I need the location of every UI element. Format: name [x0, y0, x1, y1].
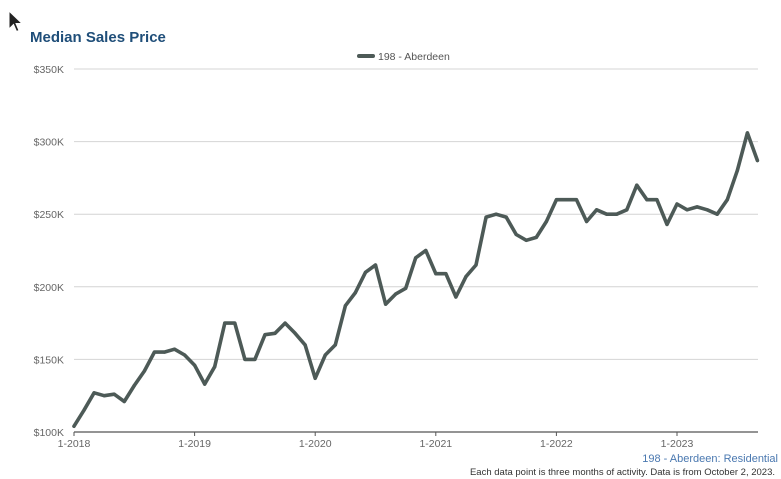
series-lines [72, 131, 760, 429]
data-point [363, 270, 368, 274]
data-point [193, 363, 197, 367]
data-point [434, 272, 438, 276]
legend[interactable]: 198 - Aberdeen [357, 51, 450, 63]
data-point [404, 286, 408, 290]
data-point [675, 202, 679, 206]
data-point [283, 321, 287, 325]
data-point [544, 219, 549, 224]
data-point [595, 208, 599, 212]
y-tick-label: $100K [34, 427, 64, 439]
data-point [554, 198, 559, 202]
x-tick-label: 1-2022 [540, 438, 573, 450]
data-point [223, 321, 227, 325]
data-point [504, 215, 508, 219]
data-point [122, 399, 126, 404]
data-point [605, 212, 609, 216]
legend-label[interactable]: 198 - Aberdeen [378, 51, 450, 63]
data-point [585, 219, 589, 224]
axes [73, 431, 758, 436]
data-point [394, 292, 398, 296]
data-point [745, 131, 750, 135]
x-tick-label: 1-2019 [178, 438, 211, 450]
mouse-cursor-icon [8, 10, 24, 33]
data-point [152, 350, 156, 354]
data-point [313, 376, 317, 380]
y-tick-label: $300K [34, 137, 64, 149]
data-point [574, 198, 579, 202]
data-point [213, 365, 217, 369]
data-point [615, 212, 619, 216]
data-point [263, 333, 267, 337]
median-sales-price-chart: $100K$150K$200K$250K$300K$350K 1-2018 1-2… [34, 51, 760, 450]
data-point [514, 232, 518, 237]
data-point [725, 198, 729, 202]
data-point [494, 212, 498, 216]
data-point [92, 391, 96, 395]
data-point [735, 169, 739, 173]
data-point [384, 302, 388, 306]
data-point [293, 331, 297, 335]
x-tick-label: 1-2023 [661, 438, 694, 450]
data-point [645, 198, 649, 202]
data-point [132, 383, 136, 388]
data-point [253, 357, 257, 361]
data-point [333, 343, 337, 347]
data-point [665, 222, 669, 226]
data-point [715, 212, 719, 216]
data-point [454, 295, 458, 299]
data-point [112, 392, 116, 396]
data-point [172, 347, 177, 351]
gridlines [74, 68, 758, 360]
x-tick-label: 1-2018 [58, 438, 91, 450]
data-point [484, 215, 488, 219]
y-tick-label: $350K [34, 64, 64, 76]
data-point [534, 235, 538, 239]
data-point [635, 183, 639, 187]
data-point [72, 424, 76, 428]
data-point [183, 353, 187, 357]
data-point [564, 198, 569, 202]
chart-footnote: Each data point is three months of activ… [469, 467, 775, 478]
data-point [82, 408, 86, 412]
data-point [142, 369, 146, 373]
data-point [303, 343, 307, 347]
data-point [243, 357, 247, 361]
data-point [655, 198, 659, 202]
data-point [705, 208, 709, 212]
data-point [353, 291, 357, 295]
y-tick-label: $250K [34, 209, 64, 221]
data-point [203, 382, 207, 386]
x-tick-label: 1-2020 [299, 438, 332, 450]
data-point [464, 275, 468, 279]
data-point [102, 394, 106, 398]
data-point [414, 256, 418, 260]
data-point [343, 304, 347, 308]
data-point [444, 272, 448, 276]
y-tick-label: $150K [34, 354, 64, 366]
x-tick-label: 1-2021 [419, 438, 452, 450]
data-point [162, 350, 166, 354]
data-point [373, 263, 378, 267]
data-point [323, 353, 327, 357]
data-point [755, 158, 760, 163]
data-source-label[interactable]: 198 - Aberdeen: Residential [642, 453, 778, 465]
y-tick-label: $200K [34, 282, 64, 294]
chart-title: Median Sales Price [30, 29, 166, 46]
data-point [273, 331, 277, 335]
x-axis-tick-labels: 1-2018 1-2019 1-2020 1-2021 1-2022 1-2023 [58, 438, 694, 450]
data-point [424, 248, 428, 253]
series-line [72, 131, 760, 429]
data-point [233, 321, 237, 325]
data-point [474, 263, 478, 267]
data-point [685, 208, 689, 212]
y-axis-tick-labels: $100K $150K $200K $250K $300K $350K [34, 64, 64, 439]
data-point [625, 208, 629, 212]
data-point [695, 205, 699, 209]
data-point [524, 238, 528, 242]
